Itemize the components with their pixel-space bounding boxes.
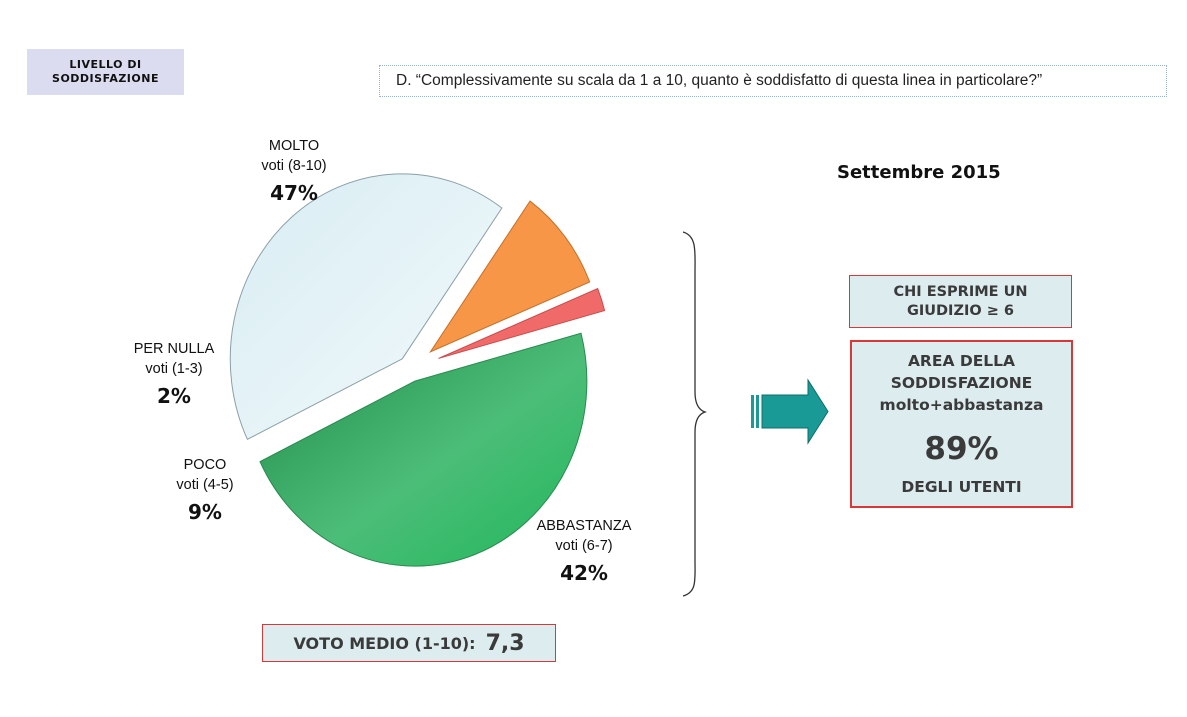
chi-line1: CHI ESPRIME UN — [893, 283, 1028, 300]
label-molto-sub: voti (8-10) — [261, 158, 327, 174]
slice-abbastanza — [229, 173, 503, 441]
area-line3: molto+abbastanza — [879, 396, 1044, 414]
voto-medio-box: VOTO MEDIO (1-10): 7,3 — [262, 624, 556, 662]
label-abbastanza-name: ABBASTANZA — [536, 518, 632, 534]
voto-medio-label: VOTO MEDIO (1-10): — [293, 633, 476, 653]
label-poco-sub: voti (4-5) — [176, 477, 234, 493]
label-abbastanza: ABBASTANZA voti (6-7) 42% — [522, 516, 646, 588]
level-badge-line1: LIVELLO DI — [69, 58, 142, 71]
area-line1: AREA DELLA — [907, 352, 1016, 370]
question-box: D. “Complessivamente su scala da 1 a 10,… — [379, 65, 1167, 97]
label-per-nulla-pct: 2% — [157, 384, 191, 408]
label-molto-pct: 47% — [270, 181, 318, 205]
level-badge: LIVELLO DI SODDISFAZIONE — [27, 49, 184, 95]
slice-poco — [429, 200, 591, 353]
label-molto: MOLTO voti (8-10) 47% — [244, 136, 344, 208]
period-title: Settembre 2015 — [837, 162, 1001, 183]
brace — [682, 231, 708, 597]
label-abbastanza-pct: 42% — [560, 561, 608, 585]
label-poco-name: POCO — [183, 457, 227, 473]
area-line2: SODDISFAZIONE — [890, 374, 1033, 392]
label-per-nulla-name: PER NULLA — [133, 341, 215, 357]
chi-esprime-box: CHI ESPRIME UN GIUDIZIO ≥ 6 — [849, 275, 1072, 328]
area-sub: DEGLI UTENTI — [901, 478, 1022, 496]
question-text: D. “Complessivamente su scala da 1 a 10,… — [396, 72, 1043, 89]
slice-per-nulla — [438, 287, 606, 359]
label-per-nulla-sub: voti (1-3) — [145, 361, 203, 377]
label-abbastanza-sub: voti (6-7) — [555, 538, 613, 554]
label-per-nulla: PER NULLA voti (1-3) 2% — [124, 339, 224, 411]
area-value: 89% — [924, 431, 999, 467]
level-badge-line2: SODDISFAZIONE — [52, 72, 159, 85]
chi-line2: GIUDIZIO ≥ 6 — [906, 302, 1015, 319]
slice-molto — [259, 332, 588, 567]
label-poco-pct: 9% — [188, 500, 222, 524]
area-soddisfazione-box: AREA DELLA SODDISFAZIONE molto+abbastanz… — [850, 340, 1073, 508]
label-molto-name: MOLTO — [268, 138, 320, 154]
arrow-right-icon — [751, 378, 829, 445]
label-poco: POCO voti (4-5) 9% — [155, 455, 255, 527]
voto-medio-value: 7,3 — [485, 630, 525, 656]
